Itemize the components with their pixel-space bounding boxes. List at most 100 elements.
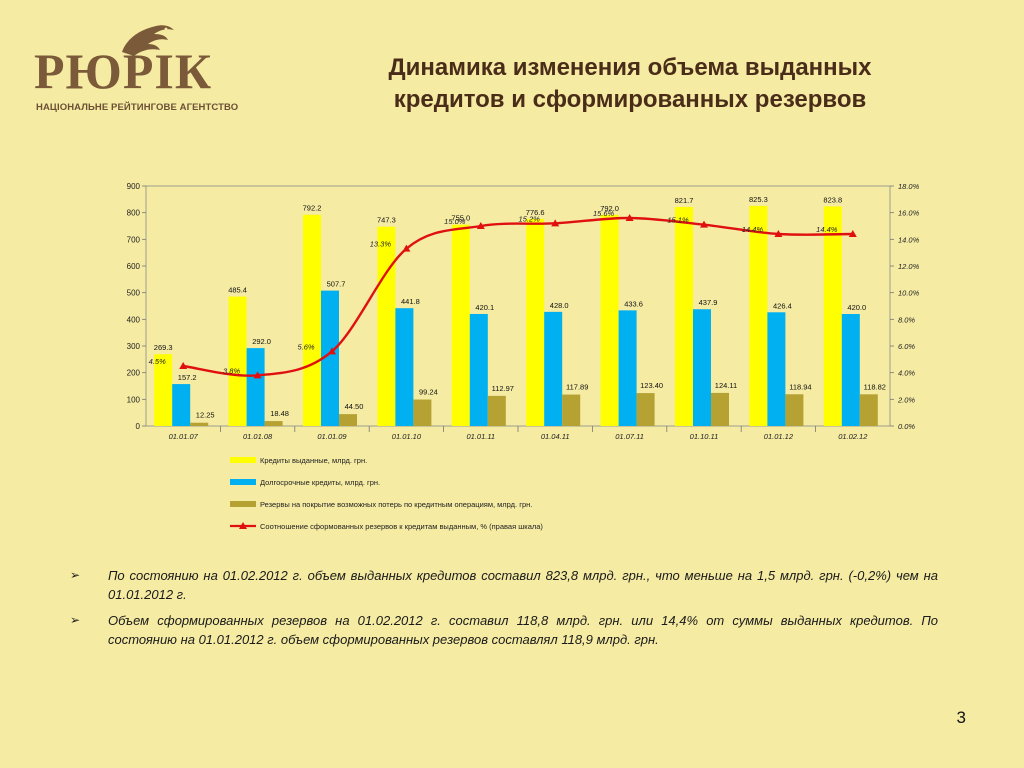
y-tick-label: 400 <box>127 315 141 324</box>
ratio-marker <box>179 362 188 369</box>
reserves-data-label: 99.24 <box>419 388 438 397</box>
credits-data-label: 776.6 <box>526 208 545 217</box>
reserves-data-label: 123.40 <box>640 381 663 390</box>
legend-label: Резервы на покрытие возможных потерь по … <box>260 500 532 509</box>
note-text: По состоянию на 01.02.2012 г. объем выда… <box>108 568 938 602</box>
bullet-arrow-icon: ➢ <box>70 613 81 627</box>
x-tick-label: 01.04.11 <box>541 432 570 441</box>
credits-bar <box>749 205 768 426</box>
x-tick-label: 01.01.11 <box>466 432 495 441</box>
ratio-marker <box>848 230 857 237</box>
longterm-bar <box>618 310 637 426</box>
x-tick-label: 01.02.12 <box>838 432 868 441</box>
credits-bar <box>675 206 693 426</box>
y2-tick-label: 18.0% <box>898 182 920 191</box>
ratio-data-label: 14.4% <box>816 225 838 234</box>
longterm-bar <box>544 311 563 426</box>
legend-label: Долгосрочные кредиты, млрд. грн. <box>260 478 380 487</box>
legend-swatch <box>230 501 256 507</box>
credits-data-label: 485.4 <box>228 286 247 295</box>
y2-tick-label: 10.0% <box>898 289 920 298</box>
reserves-data-label: 118.94 <box>789 382 811 391</box>
reserves-bar <box>339 414 357 426</box>
y-tick-label: 900 <box>127 182 141 191</box>
ratio-marker <box>402 244 411 252</box>
ratio-data-label: 5.6% <box>297 342 314 351</box>
credits-bar <box>823 206 842 426</box>
longterm-bar <box>172 384 191 426</box>
ratio-marker <box>774 230 783 237</box>
y-tick-label: 700 <box>127 235 141 244</box>
y2-tick-label: 4.0% <box>898 369 915 378</box>
y-tick-label: 0 <box>136 422 141 431</box>
longterm-bar <box>246 348 265 426</box>
reserves-data-label: 124.11 <box>715 381 737 390</box>
longterm-data-label: 420.0 <box>847 303 866 312</box>
legend-label: Соотношение сформованных резервов к кред… <box>260 522 543 531</box>
credits-data-label: 269.3 <box>154 343 173 352</box>
page-number: 3 <box>956 708 966 727</box>
longterm-bar <box>841 314 860 426</box>
y-tick-label: 200 <box>127 369 141 378</box>
reserves-data-label: 44.50 <box>345 402 364 411</box>
y2-tick-label: 0.0% <box>898 422 915 431</box>
logo-subtitle: НАЦІОНАЛЬНЕ РЕЙТИНГОВЕ АГЕНТСТВО <box>36 102 239 113</box>
credits-bar <box>377 226 396 426</box>
ratio-marker <box>476 222 485 229</box>
longterm-data-label: 441.8 <box>401 297 420 306</box>
longterm-data-label: 507.7 <box>327 280 346 289</box>
ratio-data-label: 4.5% <box>149 357 166 366</box>
ratio-data-label: 15.6% <box>593 209 615 218</box>
credits-data-label: 792.2 <box>303 204 322 213</box>
reserves-bar <box>264 421 283 426</box>
bullet-arrow-icon: ➢ <box>70 568 81 582</box>
credits-bar <box>451 224 470 426</box>
credits-data-label: 747.3 <box>377 216 396 225</box>
reserves-bar <box>413 399 432 426</box>
reserves-bar <box>859 394 878 426</box>
credits-bar <box>600 214 619 426</box>
y-tick-label: 300 <box>127 342 141 351</box>
longterm-data-label: 157.2 <box>178 373 197 382</box>
x-tick-label: 01.01.09 <box>317 432 347 441</box>
y-tick-label: 600 <box>127 262 141 271</box>
ratio-data-label: 15.2% <box>519 214 541 223</box>
longterm-data-label: 437.9 <box>699 298 718 307</box>
page-title: Динамика изменения объема выданных креди… <box>300 52 960 116</box>
ratio-marker <box>625 214 634 221</box>
legend-swatch <box>230 457 256 463</box>
y-tick-label: 800 <box>127 209 141 218</box>
reserves-data-label: 118.82 <box>864 382 886 391</box>
y2-tick-label: 16.0% <box>898 209 920 218</box>
legend-label: Кредиты выданные, млрд. грн. <box>260 456 367 465</box>
y2-tick-label: 14.0% <box>898 235 920 244</box>
x-tick-label: 01.01.10 <box>392 432 422 441</box>
note-item: ➢ Объем сформированных резервов на 01.02… <box>70 611 938 649</box>
title-line-2: кредитов и сформированных резервов <box>393 86 867 113</box>
ratio-marker <box>551 219 560 227</box>
reserves-bar <box>190 422 209 426</box>
longterm-bar <box>321 290 339 426</box>
x-tick-label: 01.01.07 <box>169 432 199 441</box>
credits-bar <box>228 296 247 426</box>
longterm-data-label: 433.6 <box>624 299 643 308</box>
y-tick-label: 500 <box>127 289 141 298</box>
x-tick-label: 01.10.11 <box>690 432 719 441</box>
longterm-data-label: 426.4 <box>773 301 792 310</box>
ratio-data-label: 15.1% <box>667 216 689 225</box>
logo-wordmark: РЮРІК <box>34 43 213 99</box>
ratio-marker <box>253 371 262 379</box>
y-tick-label: 100 <box>127 395 141 404</box>
longterm-data-label: 428.0 <box>550 301 569 310</box>
legend-marker <box>239 522 247 529</box>
x-tick-label: 01.07.11 <box>615 432 644 441</box>
longterm-bar <box>767 312 786 426</box>
reserves-bar <box>711 392 729 426</box>
ratio-data-label: 15.0% <box>444 217 466 226</box>
reserves-bar <box>636 393 655 426</box>
title-line-1: Динамика изменения объема выданных <box>388 54 872 81</box>
notes-list: ➢ По состоянию на 01.02.2012 г. объем вы… <box>70 566 938 656</box>
ratio-data-label: 13.3% <box>370 240 392 249</box>
reserves-data-label: 112.97 <box>492 384 514 393</box>
y2-tick-label: 2.0% <box>897 395 915 404</box>
